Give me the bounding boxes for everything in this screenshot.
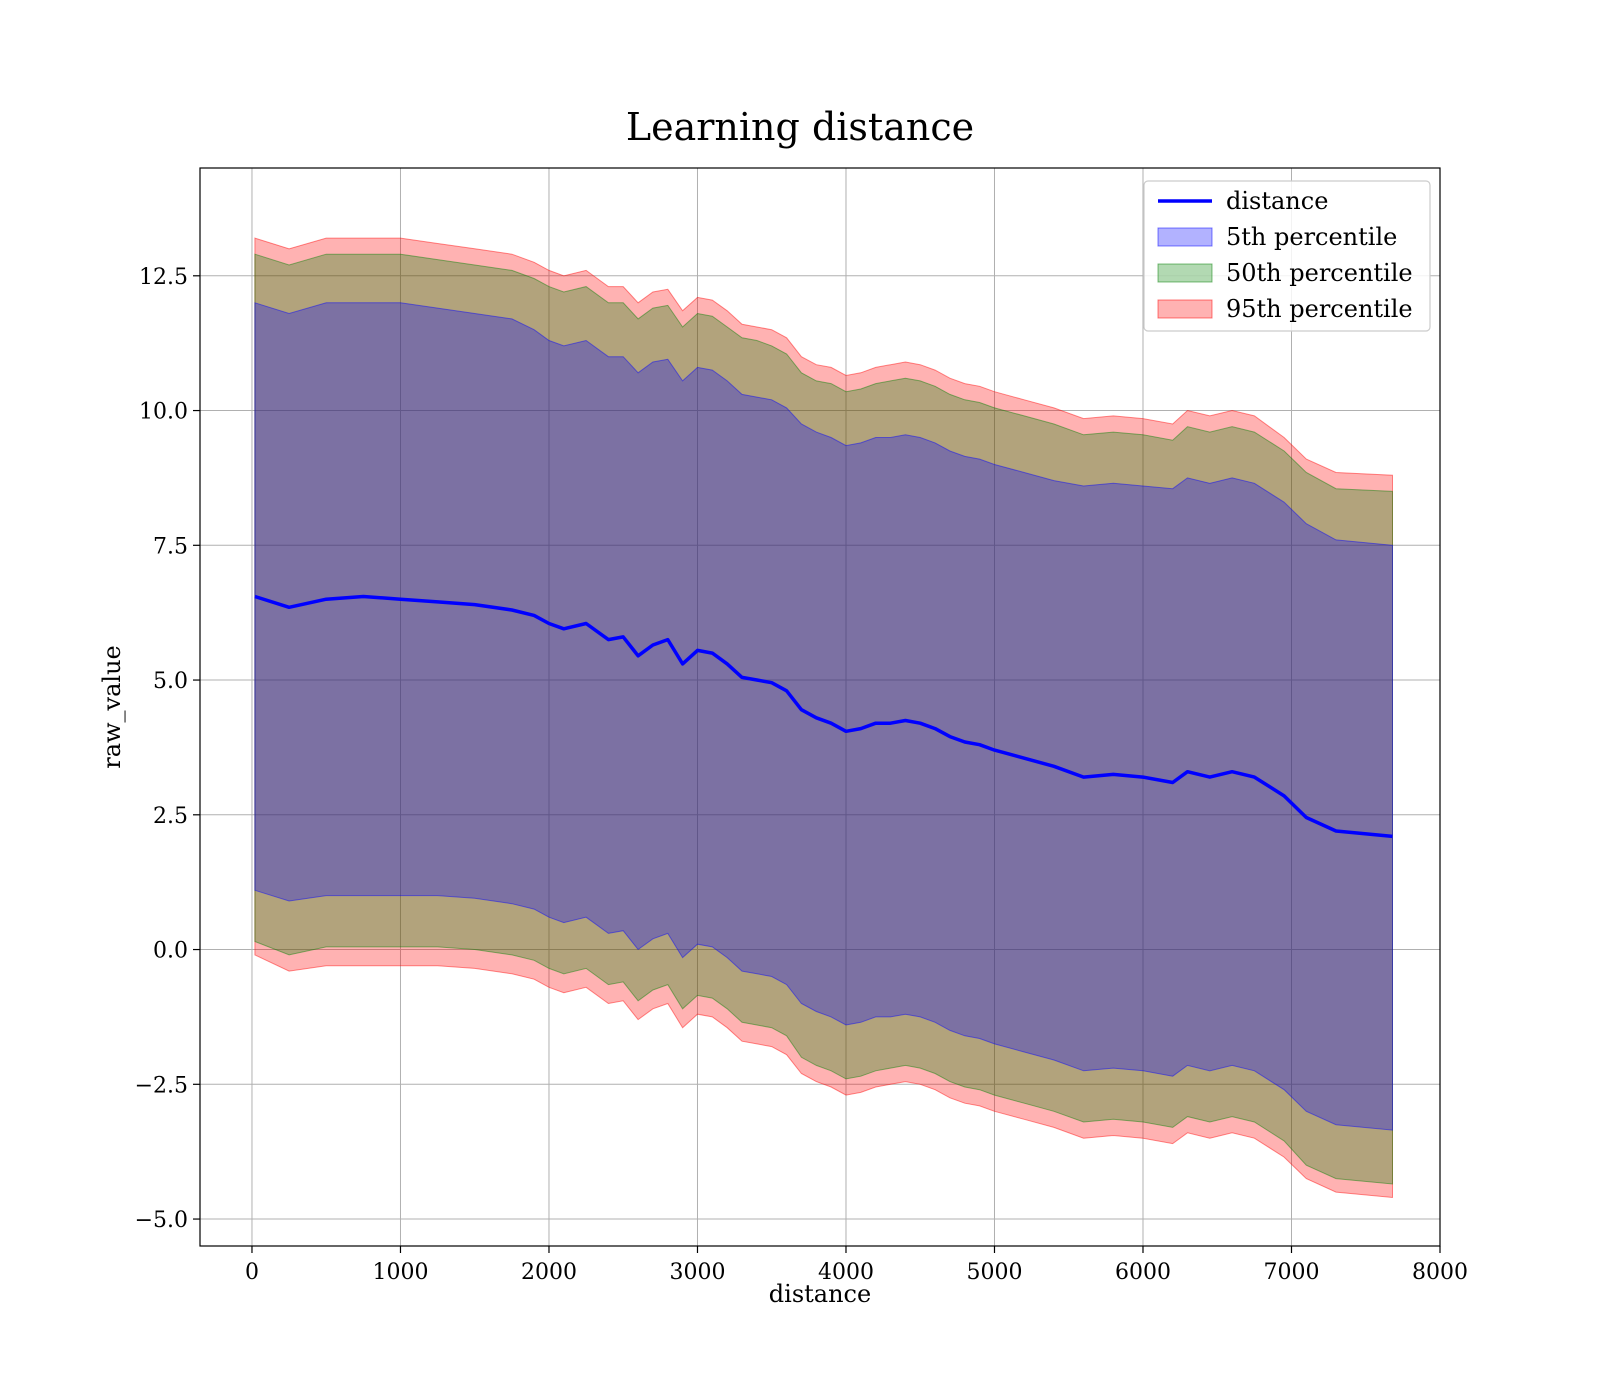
y-tick-label-2: 0.0 bbox=[153, 939, 188, 964]
legend-label-0: distance bbox=[1226, 187, 1328, 215]
y-tick-label-4: 5.0 bbox=[153, 669, 188, 694]
x-tick-label-8: 8000 bbox=[1412, 1260, 1468, 1285]
percentile-bands bbox=[254, 237, 1393, 1199]
y-tick-label-3: 2.5 bbox=[153, 804, 188, 829]
grid-lines bbox=[200, 168, 1441, 1246]
x-tick-label-5: 5000 bbox=[966, 1260, 1022, 1285]
legend-label-3: 95th percentile bbox=[1226, 295, 1413, 323]
legend-box bbox=[1143, 180, 1431, 332]
band-series-1 bbox=[254, 302, 1393, 1131]
legend: distance 5th percentile 50th percentile 95t… bbox=[1143, 180, 1431, 332]
series-lines bbox=[254, 594, 1393, 839]
x-tick-label-1: 1000 bbox=[372, 1260, 428, 1285]
y-tick-label-1: −2.5 bbox=[135, 1073, 188, 1098]
x-tick-label-4: 4000 bbox=[818, 1260, 874, 1285]
x-axis-label: distance bbox=[769, 1280, 871, 1308]
legend-label-2: 50th percentile bbox=[1226, 259, 1413, 287]
x-tick-label-2: 2000 bbox=[521, 1260, 577, 1285]
legend-swatch-2 bbox=[1157, 263, 1213, 283]
chart-title: Learning distance bbox=[626, 105, 974, 149]
legend-swatch-3 bbox=[1157, 299, 1213, 319]
y-tick-label-0: −5.0 bbox=[135, 1208, 188, 1233]
y-tick-label-7: 12.5 bbox=[139, 265, 188, 290]
x-tick-label-6: 6000 bbox=[1115, 1260, 1171, 1285]
plot-frame bbox=[199, 167, 1441, 1247]
y-tick-label-5: 7.5 bbox=[153, 534, 188, 559]
x-axis-ticks: 0 1000 2000 3000 4000 5000 6000 7000 8000 bbox=[245, 1246, 1468, 1285]
band-series-3 bbox=[254, 237, 1393, 1199]
legend-swatch-1 bbox=[1157, 227, 1213, 247]
y-axis-ticks: −5.0 −2.5 0.0 2.5 5.0 7.5 10.0 12.5 bbox=[135, 265, 200, 1233]
x-tick-label-3: 3000 bbox=[669, 1260, 725, 1285]
y-axis-label: raw_value bbox=[98, 645, 126, 769]
line-series-0 bbox=[254, 594, 1393, 839]
x-tick-label-7: 7000 bbox=[1263, 1260, 1319, 1285]
x-tick-label-0: 0 bbox=[245, 1260, 259, 1285]
legend-label-1: 5th percentile bbox=[1226, 223, 1397, 251]
y-tick-label-6: 10.0 bbox=[139, 400, 188, 425]
